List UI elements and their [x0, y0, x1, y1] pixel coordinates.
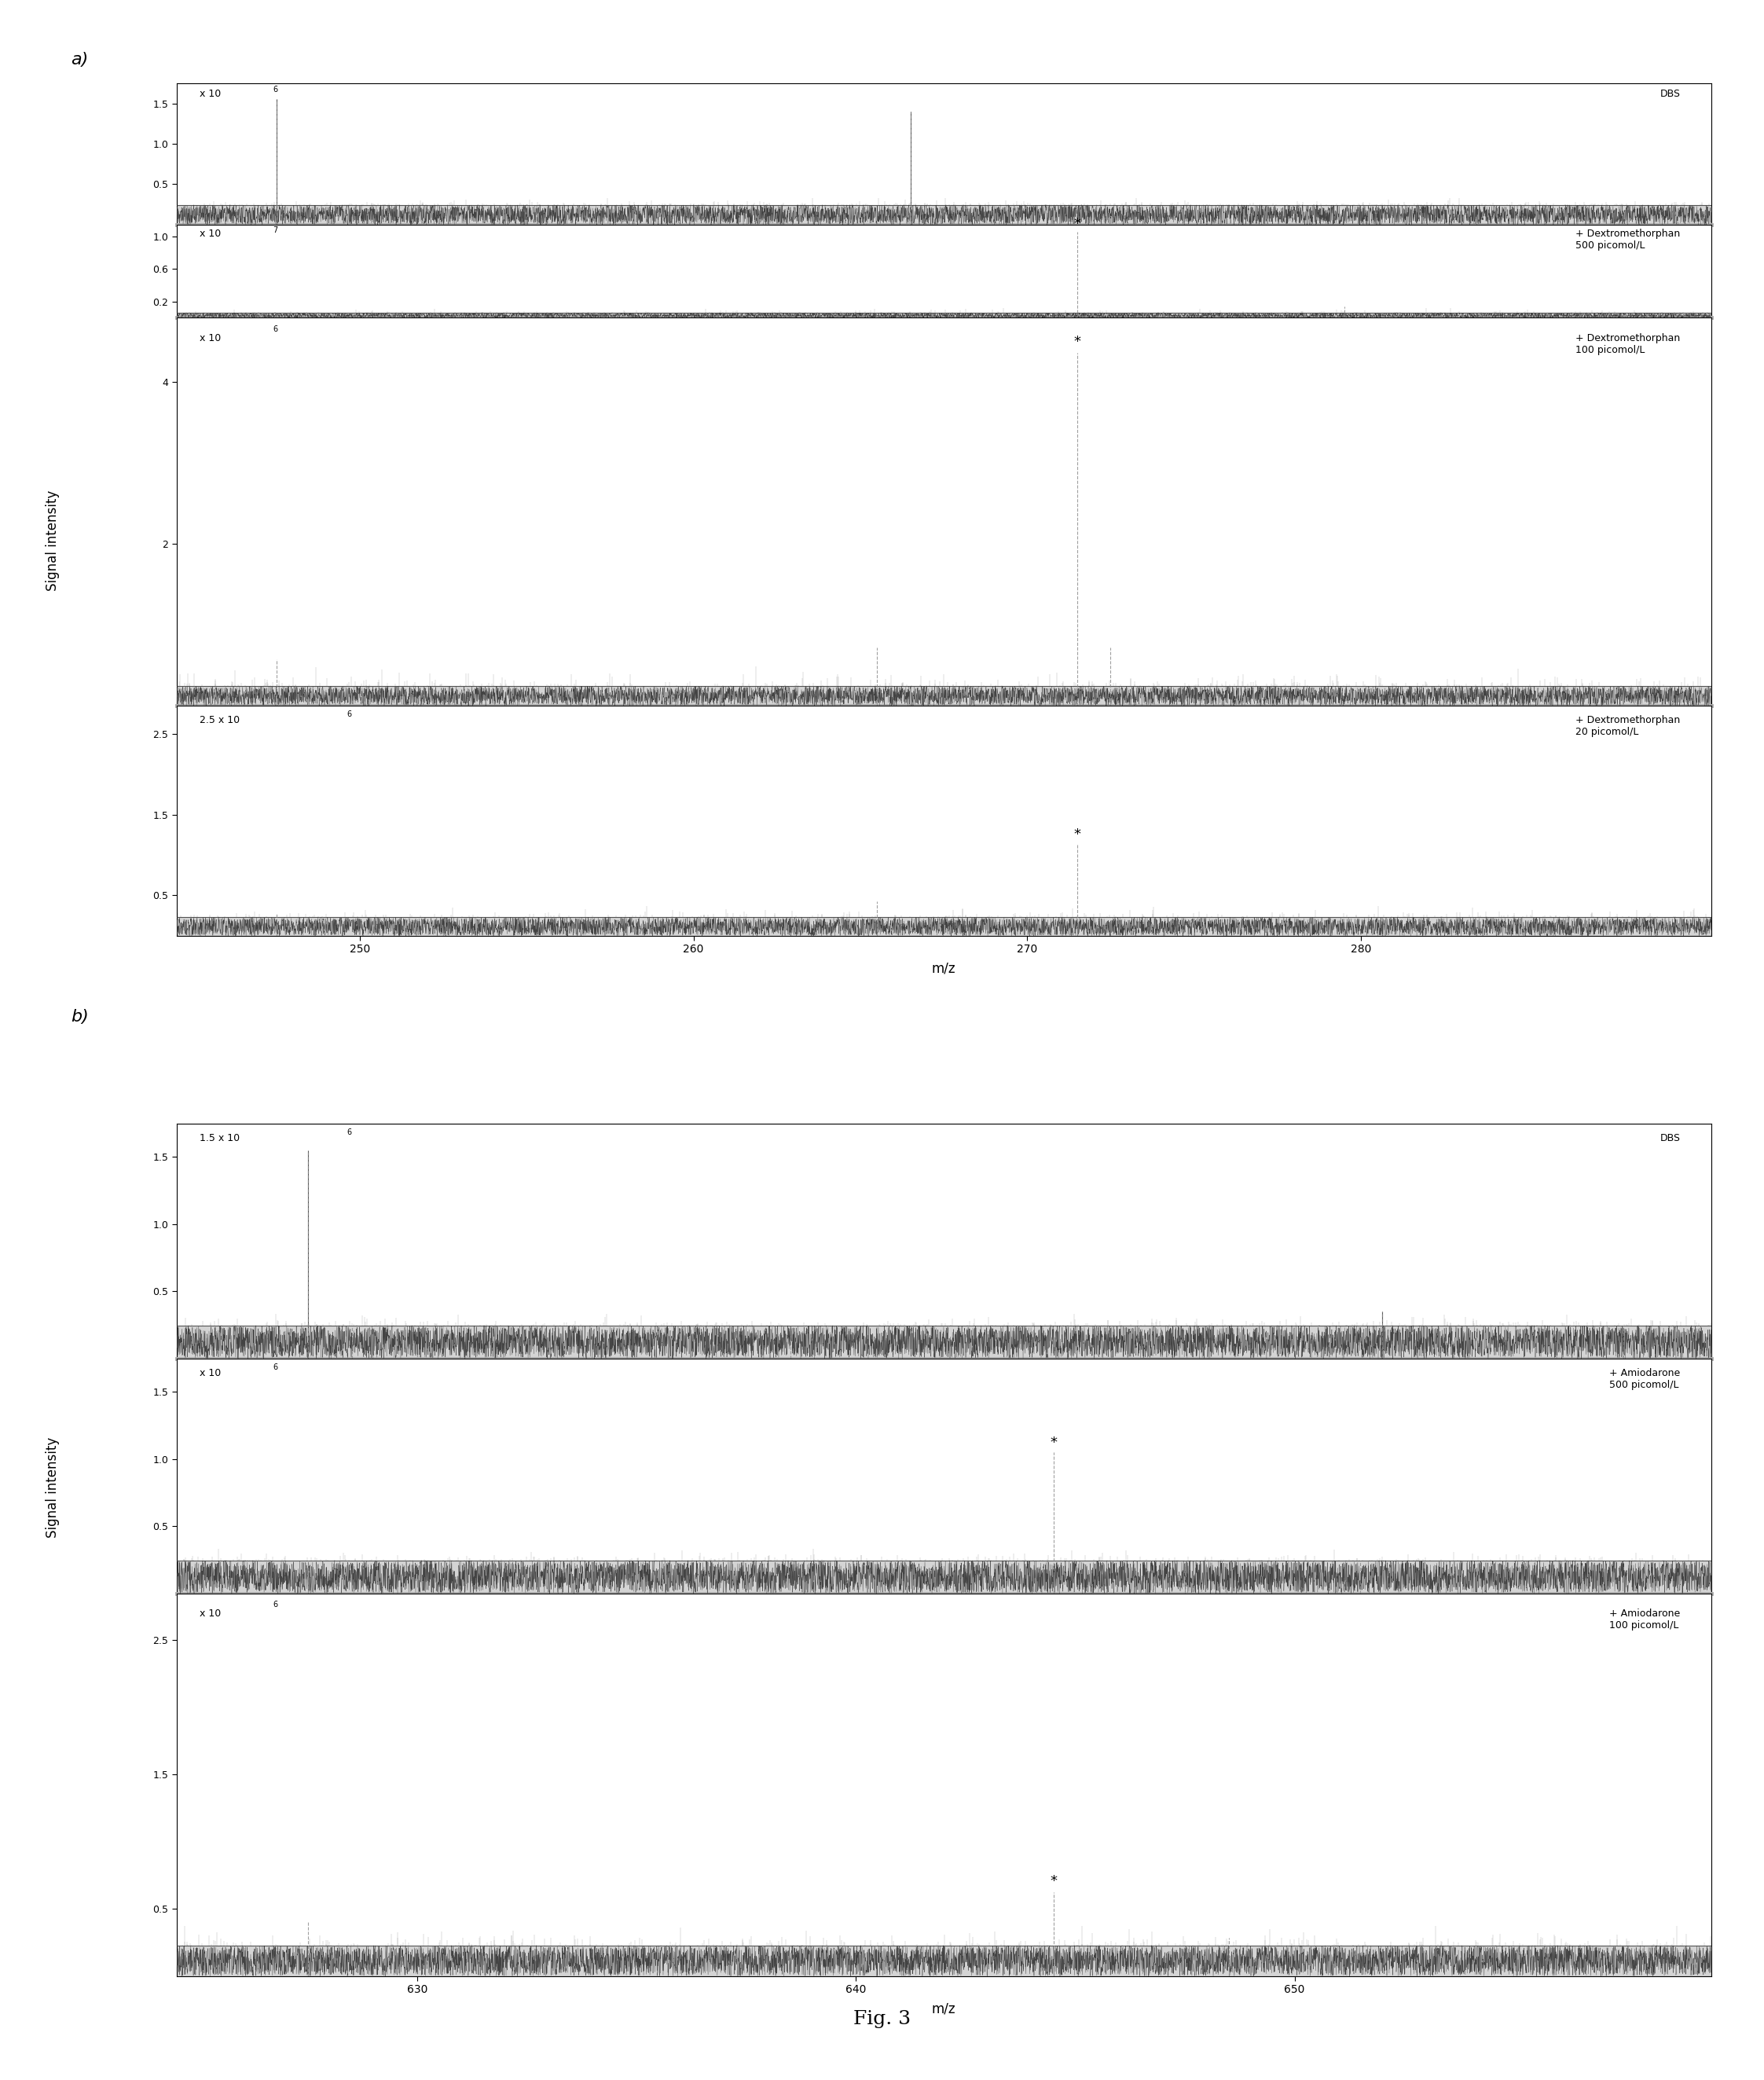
Text: DBS: DBS: [1660, 1134, 1681, 1144]
Text: + Amiodarone
100 picomol/L: + Amiodarone 100 picomol/L: [1609, 1608, 1681, 1631]
Text: 6: 6: [273, 1602, 279, 1608]
Text: 2.5 x 10: 2.5 x 10: [199, 716, 240, 726]
Bar: [176, 204, 1711, 225]
Text: + Dextromethorphan
20 picomol/L: + Dextromethorphan 20 picomol/L: [1575, 716, 1681, 736]
Bar: [176, 1325, 1711, 1358]
Text: 7: 7: [273, 227, 279, 235]
Text: 6: 6: [273, 1362, 279, 1371]
Bar: [176, 1945, 1711, 1976]
Text: x 10: x 10: [199, 89, 220, 100]
Text: *: *: [1074, 216, 1081, 231]
Text: + Dextromethorphan
500 picomol/L: + Dextromethorphan 500 picomol/L: [1575, 229, 1681, 250]
X-axis label: m/z: m/z: [931, 2001, 956, 2016]
Text: 6: 6: [273, 324, 279, 333]
X-axis label: m/z: m/z: [931, 961, 956, 976]
Text: *: *: [1074, 335, 1081, 349]
Text: 6: 6: [348, 1127, 351, 1136]
Text: x 10: x 10: [199, 1369, 220, 1377]
Text: b): b): [71, 1009, 88, 1025]
Bar: [176, 917, 1711, 936]
Text: DBS: DBS: [1660, 89, 1681, 100]
Text: x 10: x 10: [199, 1608, 220, 1618]
Text: x 10: x 10: [199, 229, 220, 239]
Text: a): a): [71, 52, 88, 69]
Text: + Dextromethorphan
100 picomol/L: + Dextromethorphan 100 picomol/L: [1575, 333, 1681, 356]
Text: 1.5 x 10: 1.5 x 10: [199, 1134, 240, 1144]
Text: Signal intensity: Signal intensity: [46, 491, 60, 591]
Text: *: *: [1074, 828, 1081, 842]
Text: Fig. 3: Fig. 3: [854, 2009, 910, 2028]
Text: + Amiodarone
500 picomol/L: + Amiodarone 500 picomol/L: [1609, 1369, 1681, 1389]
Text: *: *: [1050, 1874, 1057, 1889]
Text: 6: 6: [348, 709, 351, 718]
Bar: [176, 686, 1711, 705]
Bar: [176, 312, 1711, 318]
Text: x 10: x 10: [199, 333, 220, 343]
Text: *: *: [1050, 1435, 1057, 1450]
Bar: [176, 1560, 1711, 1593]
Text: 6: 6: [273, 85, 279, 94]
Text: Signal intensity: Signal intensity: [46, 1437, 60, 1537]
